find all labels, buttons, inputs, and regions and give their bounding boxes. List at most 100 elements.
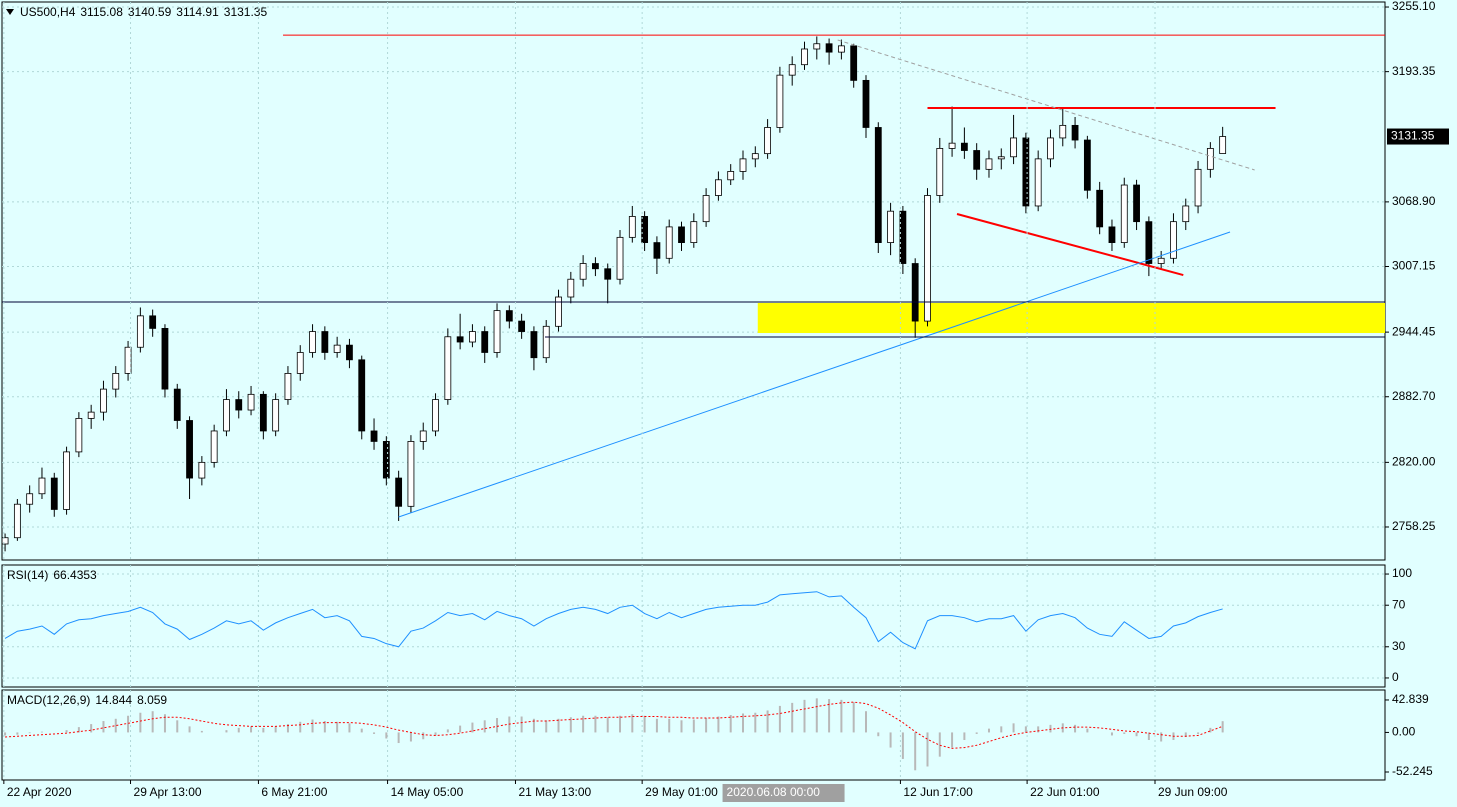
candle-body [1157,257,1165,264]
price-label: 3131.35 [1391,129,1435,143]
panel [2,6,1385,552]
candle-body [26,493,34,505]
indicator-line [5,701,1223,749]
candle-body [112,373,120,390]
candle-body [1059,124,1067,139]
candle-body [837,45,845,53]
x-tick-label: 29 Jun 09:00 [1158,785,1228,799]
candle-body [542,325,550,359]
candle-body [1010,137,1017,158]
candle-body [665,226,673,259]
candle-body [296,352,304,374]
candle-body [1145,221,1153,264]
candle-body [481,331,489,353]
price-label-box [1387,128,1449,145]
candle-body [432,399,439,432]
candle-body [333,344,341,353]
candle-body [444,336,452,400]
candle-body [198,461,206,479]
panel-title: US500,H4 3115.08 3140.59 3114.91 3131.35 [20,5,267,19]
candle-body [653,242,661,259]
candle-body [1083,139,1091,191]
candle-body [850,45,858,81]
y-tick-label: 2882.70 [1392,389,1436,403]
candle-body [1219,136,1227,154]
candle-body [1133,184,1140,223]
candle-body [567,278,575,298]
candle-body [235,399,243,411]
candle-body [690,221,698,243]
candle-body [63,451,70,510]
candle-body [678,226,685,243]
candle-body [247,393,255,411]
candle-body [13,503,21,539]
candle-body [628,216,636,238]
candle-body [715,179,722,196]
candle-body [223,399,230,432]
panel [2,573,1385,679]
candle-body [739,158,747,172]
candle-body [1182,205,1190,223]
ohlc-value: 3131.35 [224,5,268,19]
cursor-label-box [722,784,845,802]
candle-body [346,344,353,361]
panel [4,698,1224,771]
candle-body [948,142,956,149]
candle-body [973,150,981,170]
y-tick-label: 2758.25 [1392,519,1436,533]
candle-body [579,263,587,280]
zone [757,302,1385,334]
ohlc-value: 3115.08 [80,5,123,19]
y-tick-label: 3007.15 [1392,259,1436,273]
candle-body [505,310,513,322]
y-tick-label: 3255.10 [1392,0,1436,13]
y-tick-label: 30 [1392,639,1406,653]
candle-body [727,171,735,181]
candle-body [1071,124,1079,141]
candle-body [407,441,415,507]
candle-body [1170,221,1177,259]
menu-arrow[interactable] [6,9,14,15]
y-tick-label: -52.245 [1392,764,1433,778]
candle-body [985,158,993,170]
candle-body [210,430,218,463]
candle-body [604,268,612,280]
candle-body [1120,184,1128,243]
candle-body [1206,148,1214,170]
x-tick-label: 22 Apr 2020 [7,785,72,799]
cursor-label: 2020.06.08 00:00 [727,785,821,799]
indicator-value: 8.059 [137,693,167,707]
candle-body [259,393,267,432]
candle-body [124,346,132,374]
x-tick-label: 21 May 13:00 [518,785,591,799]
indicator-value: 14.844 [95,693,132,707]
candle-body [173,388,181,421]
x-tick-label: 14 May 05:00 [391,785,464,799]
candle-body [1108,226,1116,243]
candle-body [641,216,649,243]
candle-body [592,263,599,270]
candle-body [862,79,870,128]
y-tick-label: 42.839 [1392,692,1429,706]
y-tick-label: 0.00 [1392,725,1416,739]
y-tick-label: 2820.00 [1392,455,1436,469]
panel-title: MACD(12,26,9) 14.844 8.059 [7,693,167,707]
y-tick-label: 3068.90 [1392,194,1436,208]
panel-frame [1,1,1386,561]
candle-body [751,153,759,160]
candle-body [1096,189,1104,228]
indicator-line [4,591,1223,650]
candle-body [1194,168,1202,207]
x-tick-label: 22 Jun 01:00 [1030,785,1100,799]
panel-title: RSI(14) 66.4353 [7,568,97,582]
candle-body [419,430,427,442]
candle-body [936,148,944,196]
candle-body [50,477,58,510]
x-tick-label: 6 May 21:00 [261,785,327,799]
x-tick-label: 12 Jun 17:00 [903,785,973,799]
ohlc-value: 3140.59 [128,5,172,19]
candle-body [616,236,624,280]
candle-body [801,48,808,66]
candle-body [456,336,464,343]
candle-body [997,156,1005,160]
